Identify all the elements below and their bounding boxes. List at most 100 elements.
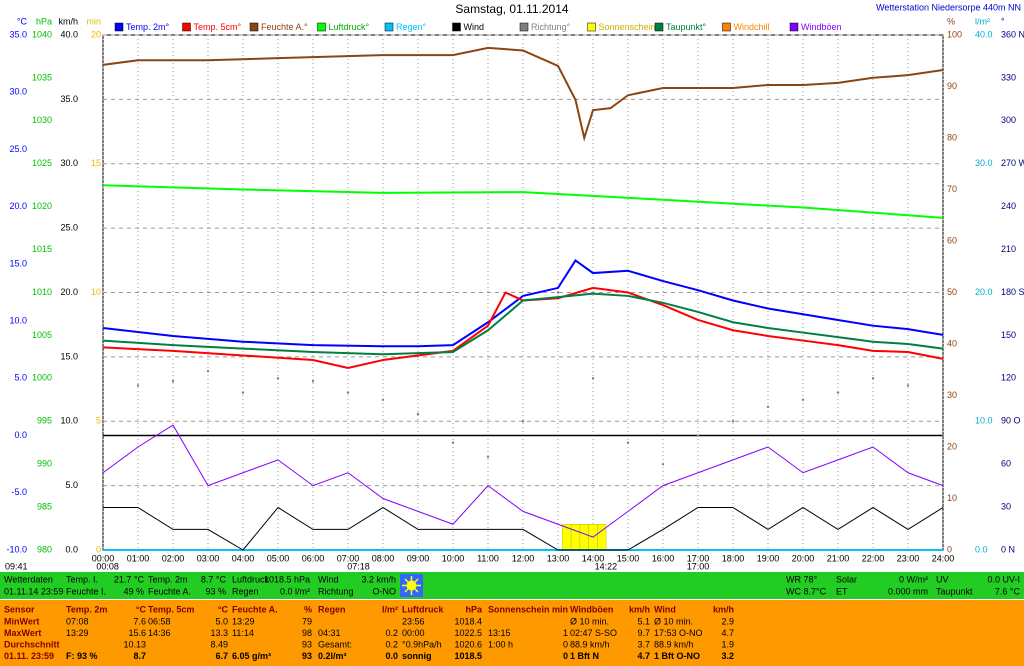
sunshine-bar — [579, 524, 589, 551]
cell-text: F: 93 % — [66, 651, 98, 661]
legend-swatch — [789, 22, 799, 32]
x-tick-label: 15:00 — [617, 553, 640, 563]
cell-value: 15.6 — [128, 628, 146, 638]
cell-value: 0.000 mm — [888, 586, 928, 596]
x-tick-label: 18:00 — [722, 553, 745, 563]
cell-text: Richtung — [318, 586, 354, 596]
cell-value: 0.0 UV-I — [987, 574, 1020, 584]
y-tick-label: 330 — [1001, 72, 1016, 82]
stats-table — [0, 600, 1024, 666]
cell-text: 04:31 — [318, 628, 341, 638]
cell-text: 14:36 — [148, 628, 171, 638]
cell-text: Regen — [232, 586, 259, 596]
cell-text: 17:53 O-NO — [654, 628, 703, 638]
cell-value: 0.2 — [385, 628, 398, 638]
direction-dot — [521, 420, 525, 423]
y-tick-label: -5.0 — [11, 487, 27, 497]
direction-dot — [486, 455, 490, 459]
legend-label: Feuchte A.° — [261, 22, 308, 32]
direction-dot — [136, 384, 140, 387]
y-tick-label: 10 — [91, 287, 101, 297]
series-line — [102, 424, 944, 538]
cell-value: 93 — [302, 639, 312, 649]
time-marker: 14:22 — [595, 561, 618, 571]
x-tick-label: 17:00 — [687, 553, 710, 563]
stats-header: Regen — [318, 604, 346, 614]
cell-text: Luftdruck — [232, 574, 270, 584]
cell-text: 13:29 — [232, 616, 255, 626]
axis-unit: °C — [17, 16, 28, 26]
y-tick-label: 40.0 — [60, 29, 78, 39]
cell-text: 6.05 g/m³ — [232, 651, 271, 661]
y-tick-label: 25.0 — [9, 144, 27, 154]
y-tick-label: 240 — [1001, 201, 1016, 211]
y-tick-label: 0.0 — [14, 430, 27, 440]
cell-value: 7.6 °C — [995, 586, 1021, 596]
cell-value: 01.11. 23:59 — [4, 651, 54, 661]
cell-value: 5.0 — [215, 616, 228, 626]
direction-dot — [591, 377, 595, 380]
cell-text: 13:29 — [66, 628, 89, 638]
x-tick-label: 14:00 — [582, 553, 605, 563]
current-bar — [0, 572, 1024, 599]
y-tick-label: 40 — [947, 338, 957, 348]
y-tick-label: 30 — [947, 390, 957, 400]
y-tick-label: 0 — [947, 544, 952, 554]
cell-value: MinWert — [4, 616, 39, 626]
stats-header: Wind — [654, 604, 676, 614]
cell-text: Wetterdaten — [4, 574, 53, 584]
direction-dot — [206, 369, 210, 373]
cell-value: 49 % — [123, 586, 144, 596]
legend-label: Regen° — [396, 22, 427, 32]
cell-value: 3.2 — [721, 651, 734, 661]
cell-value: 0 — [563, 651, 568, 661]
y-tick-label: 1035 — [32, 72, 52, 82]
axis-unit: % — [947, 16, 955, 26]
cell-value: 21.7 °C — [114, 574, 145, 584]
cell-text: 23:56 — [402, 616, 425, 626]
cell-value: 7.6 — [133, 616, 146, 626]
cell-value: 2.9 — [721, 616, 734, 626]
cell-text: 0.2l/m³ — [318, 651, 347, 661]
cell-text: Wind — [318, 574, 339, 584]
cell-text: 88.9 km/h — [570, 639, 610, 649]
y-tick-label: 1015 — [32, 244, 52, 254]
series-line — [102, 46, 944, 142]
y-tick-label: 100 — [947, 29, 962, 39]
cell-value: 3.7 — [637, 639, 650, 649]
x-tick-label: 21:00 — [827, 553, 850, 563]
cell-text: 01.11.14 23:59 — [4, 586, 63, 596]
cell-text: Solar — [836, 574, 857, 584]
y-tick-label: 0 N — [1001, 544, 1015, 554]
direction-dot — [836, 391, 840, 394]
legend-label: Sonnenschein — [599, 22, 656, 32]
y-tick-label: 985 — [37, 501, 52, 511]
x-tick-label: 07:00 — [337, 553, 360, 563]
x-tick-label: 08:00 — [372, 553, 395, 563]
cell-value: 0 — [563, 639, 568, 649]
y-tick-label: 10.0 — [975, 416, 993, 426]
x-tick-label: 11:00 — [477, 553, 499, 563]
y-tick-label: 270 W — [1001, 158, 1024, 168]
stats-header: Windböen — [570, 604, 613, 614]
y-tick-label: 20.0 — [9, 201, 27, 211]
direction-dot — [801, 398, 805, 401]
y-tick-label: 30.0 — [975, 158, 993, 168]
cell-value: 1020.6 — [454, 639, 482, 649]
y-tick-label: 15 — [91, 158, 101, 168]
cell-value: 4.7 — [637, 651, 650, 661]
y-tick-label: 980 — [37, 544, 52, 554]
stats-unit: min — [552, 604, 568, 614]
y-tick-label: 35.0 — [9, 29, 27, 39]
cell-value: 1018.5 hPa — [264, 574, 310, 584]
corner-time: 09:41 — [5, 561, 28, 571]
cell-text: 13:15 — [488, 628, 511, 638]
station-name: Wetterstation Niedersorpe 440m NN — [876, 2, 1021, 12]
y-tick-label: 30.0 — [9, 87, 27, 97]
direction-dot — [381, 398, 385, 401]
cell-value: 98 — [302, 628, 312, 638]
cell-text: sonnig — [402, 651, 432, 661]
sun-icon — [400, 574, 423, 597]
cell-value: MaxWert — [4, 628, 41, 638]
cell-text: WR 78° — [786, 574, 818, 584]
